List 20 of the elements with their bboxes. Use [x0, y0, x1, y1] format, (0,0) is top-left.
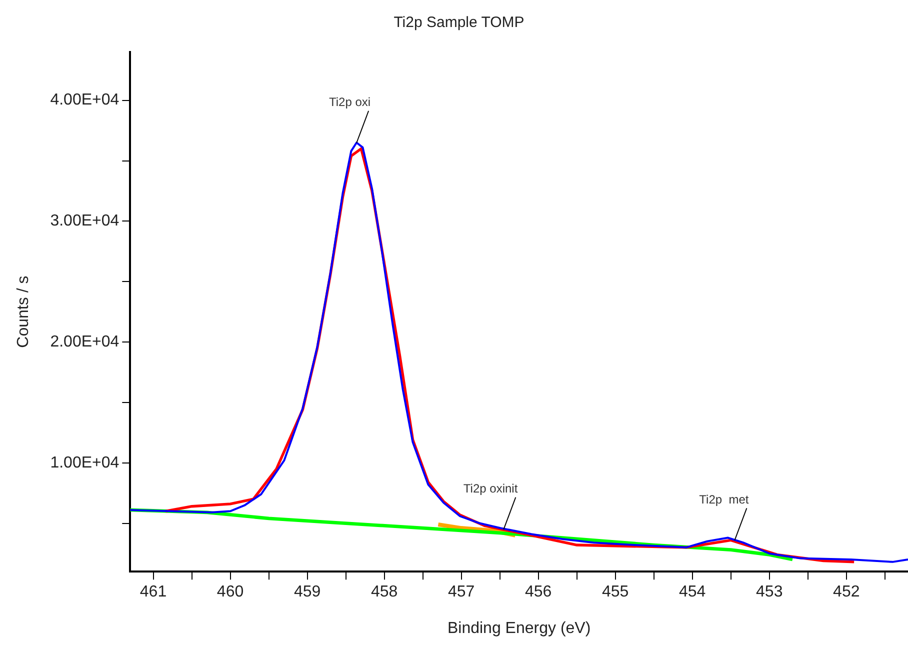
annotation: Ti2p met — [699, 492, 750, 506]
x-tick-label: 453 — [756, 584, 783, 601]
x-tick-label: 461 — [140, 584, 167, 601]
x-tick-label: 456 — [524, 584, 552, 601]
annotation: Ti2p oxi — [329, 95, 371, 110]
y-tick-label: 3.00E+04 — [50, 212, 120, 230]
y-tick-label: 2.00E+04 — [50, 333, 120, 350]
x-tick-label: 455 — [602, 584, 629, 601]
x-tick-label: 459 — [294, 584, 321, 601]
x-tick-label: 458 — [370, 584, 398, 601]
annotation: Ti2p oxinit — [463, 482, 518, 496]
x-tick-label: 454 — [679, 584, 706, 601]
y-tick-label: 4.00E+04 — [50, 92, 120, 109]
x-axis-title: Binding Energy (eV) — [447, 620, 591, 637]
y-axis-title: Counts / s — [15, 276, 32, 348]
x-tick-label: 460 — [216, 584, 244, 601]
y-tick-label: 1.00E+04 — [50, 454, 120, 472]
chart-title: Ti2p Sample TOMP — [394, 14, 524, 32]
x-tick-label: 452 — [833, 584, 860, 601]
x-tick-label: 457 — [448, 584, 475, 601]
